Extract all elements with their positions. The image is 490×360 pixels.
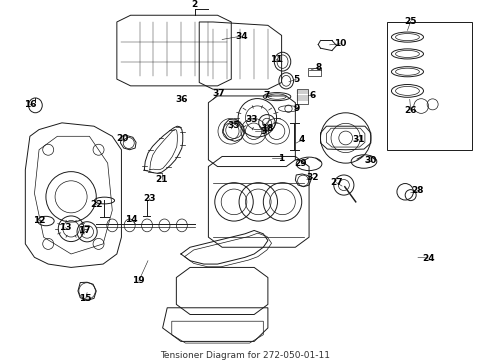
Text: 14: 14 (125, 215, 138, 224)
Bar (297, 89, 308, 104)
Bar (387, 22, 471, 150)
Text: 10: 10 (334, 39, 346, 48)
Text: 4: 4 (299, 135, 305, 144)
Text: 1: 1 (278, 154, 285, 163)
Text: 24: 24 (422, 253, 434, 262)
Text: 37: 37 (212, 89, 225, 98)
Text: 12: 12 (33, 216, 45, 225)
Text: 9: 9 (293, 104, 299, 113)
Text: 20: 20 (116, 135, 128, 144)
Text: 25: 25 (404, 17, 417, 26)
Text: 23: 23 (144, 194, 156, 203)
Text: 2: 2 (192, 0, 198, 9)
Text: 3: 3 (260, 127, 267, 136)
Text: 26: 26 (404, 105, 417, 114)
Text: 16: 16 (24, 100, 36, 109)
Text: 36: 36 (175, 95, 188, 104)
Text: 21: 21 (155, 175, 168, 184)
Text: 28: 28 (412, 186, 424, 195)
Text: 15: 15 (79, 294, 92, 303)
Text: Tensioner Diagram for 272-050-01-11: Tensioner Diagram for 272-050-01-11 (160, 351, 330, 360)
Text: 11: 11 (270, 55, 282, 64)
Text: 27: 27 (330, 178, 343, 187)
Text: 32: 32 (306, 173, 319, 182)
Text: 22: 22 (90, 200, 102, 209)
Text: 18: 18 (261, 125, 273, 134)
Text: 31: 31 (352, 135, 365, 144)
Text: 13: 13 (59, 223, 72, 232)
Text: 8: 8 (315, 63, 321, 72)
Bar (308, 68, 321, 76)
Text: 29: 29 (294, 159, 307, 168)
Text: 7: 7 (264, 91, 270, 100)
Text: 30: 30 (365, 156, 377, 165)
Text: 17: 17 (77, 226, 90, 235)
Text: 6: 6 (310, 91, 316, 100)
Text: 33: 33 (245, 115, 258, 124)
Text: 34: 34 (235, 32, 247, 41)
Text: 35: 35 (227, 121, 240, 130)
Text: 19: 19 (132, 276, 145, 285)
Text: 5: 5 (293, 75, 299, 84)
